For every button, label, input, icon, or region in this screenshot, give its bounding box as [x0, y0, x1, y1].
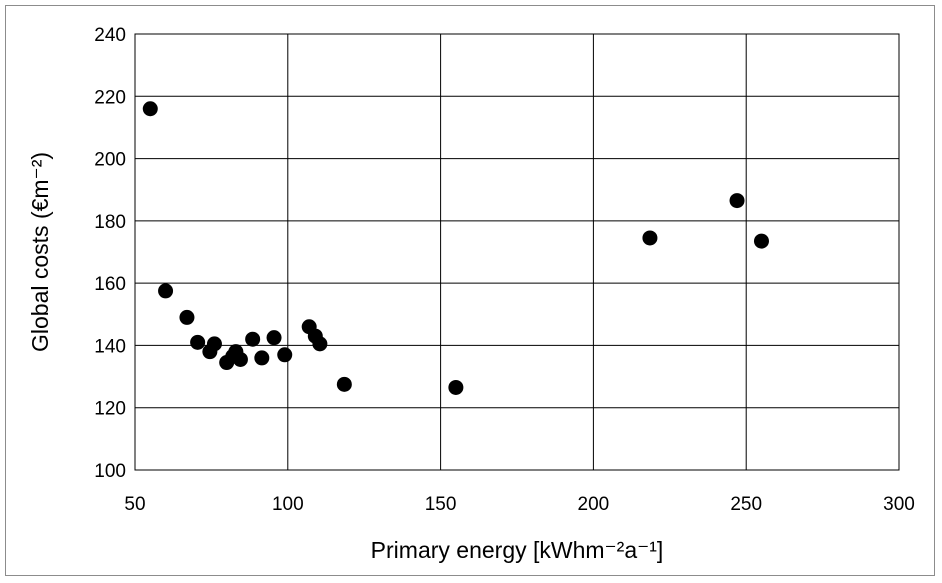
data-point — [190, 334, 206, 350]
y-tick-label: 100 — [94, 461, 126, 482]
y-tick-label: 180 — [94, 212, 126, 233]
data-point — [142, 101, 158, 117]
data-points — [142, 101, 769, 395]
x-tick-labels: 50 100 150 200 250 300 — [124, 494, 914, 515]
data-point — [312, 336, 328, 352]
x-tick-label: 50 — [124, 494, 145, 515]
y-tick-label: 160 — [94, 274, 126, 295]
x-tick-label: 200 — [578, 494, 610, 515]
data-point — [245, 331, 261, 347]
data-point — [448, 379, 464, 395]
x-axis-title: Primary energy [kWhm⁻²a⁻¹] — [371, 537, 664, 563]
y-tick-label: 220 — [94, 87, 126, 108]
data-point — [336, 376, 352, 392]
x-tick-label: 150 — [425, 494, 457, 515]
y-tick-label: 200 — [94, 150, 126, 171]
data-point — [254, 350, 270, 366]
x-tick-label: 100 — [272, 494, 304, 515]
data-point — [729, 193, 745, 209]
data-point — [158, 283, 174, 299]
data-point — [179, 309, 195, 325]
plot-area-border — [134, 33, 900, 471]
y-axis-title: Global costs (€m⁻²) — [27, 152, 53, 352]
y-tick-labels: 100 120 140 160 180 200 220 240 — [94, 25, 126, 482]
data-point — [277, 347, 293, 363]
data-point — [206, 336, 222, 352]
y-tick-label: 120 — [94, 399, 126, 420]
x-tick-label: 300 — [883, 494, 915, 515]
gridlines — [134, 33, 900, 471]
data-point — [753, 233, 769, 249]
data-point — [232, 351, 248, 367]
y-tick-label: 240 — [94, 25, 126, 46]
y-tick-label: 140 — [94, 336, 126, 357]
x-tick-label: 250 — [730, 494, 762, 515]
data-point — [642, 230, 658, 246]
data-point — [266, 330, 282, 346]
